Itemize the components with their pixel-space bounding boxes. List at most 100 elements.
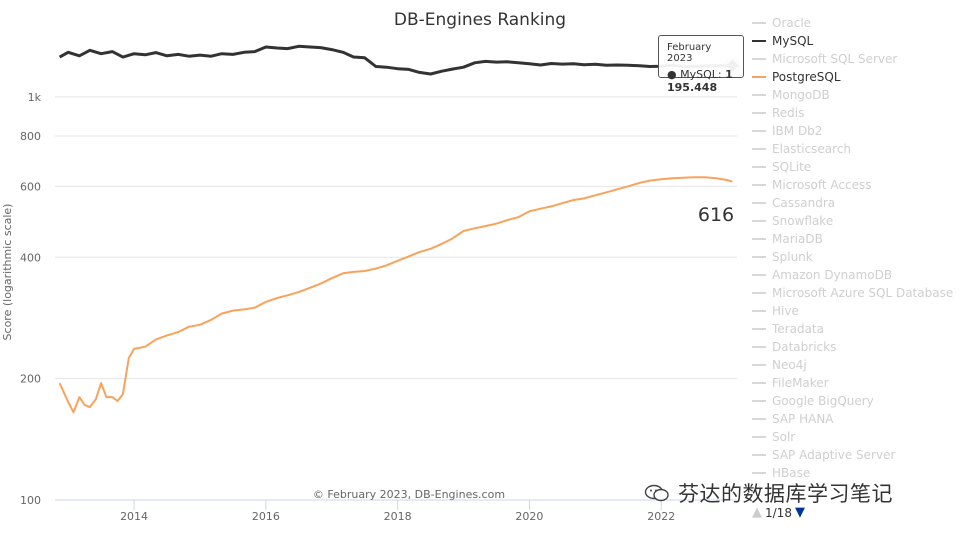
legend-swatch: [752, 310, 766, 312]
legend-item[interactable]: Oracle: [752, 14, 962, 32]
watermark: 芬达的数据库学习笔记: [644, 478, 893, 508]
legend-item[interactable]: Microsoft SQL Server: [752, 50, 962, 68]
wechat-icon: [644, 484, 669, 502]
legend-item[interactable]: Google BigQuery: [752, 392, 962, 410]
x-tick-label: 2018: [384, 510, 412, 523]
tooltip-date: February 2023: [667, 42, 712, 64]
legend-label: SAP HANA: [772, 412, 834, 426]
legend-pager: ▲ 1/18 ▼: [752, 505, 805, 520]
legend-label: Solr: [772, 430, 796, 444]
legend-item[interactable]: MariaDB: [752, 230, 962, 248]
legend-item[interactable]: PostgreSQL: [752, 68, 962, 86]
tooltip: February 2023 ● MySQL: 1 195.448: [658, 35, 744, 94]
axes: 100 200 400 600 800 1k 2014 2016 2018 2020 2022: [20, 91, 675, 523]
legend-swatch: [752, 400, 766, 402]
legend-item[interactable]: Teradata: [752, 320, 962, 338]
x-tick-label: 2016: [252, 510, 280, 523]
legend-swatch: [752, 274, 766, 276]
series-line-postgresql: [58, 176, 733, 414]
legend-label: Microsoft SQL Server: [772, 52, 898, 66]
legend-label: HBase: [772, 466, 811, 480]
chart-credits[interactable]: © February 2023, DB-Engines.com: [313, 488, 505, 501]
legend-swatch: [752, 382, 766, 384]
legend-swatch: [752, 454, 766, 456]
legend-swatch: [752, 166, 766, 168]
legend-item[interactable]: Amazon DynamoDB: [752, 266, 962, 284]
legend-item[interactable]: Solr: [752, 428, 962, 446]
page-down-arrow-icon[interactable]: ▼: [794, 505, 805, 520]
legend-label: Oracle: [772, 16, 812, 30]
legend-label: PostgreSQL: [772, 70, 841, 84]
legend-swatch: [752, 22, 766, 24]
legend-item[interactable]: Microsoft Access: [752, 176, 962, 194]
legend-swatch: [752, 130, 766, 132]
legend-swatch: [752, 418, 766, 420]
legend-swatch: [752, 328, 766, 330]
watermark-text: 芬达的数据库学习笔记: [678, 482, 893, 506]
legend-swatch: [752, 184, 766, 186]
legend-swatch: [752, 256, 766, 258]
legend-swatch: [752, 58, 766, 60]
legend-label: FileMaker: [772, 376, 829, 390]
legend-swatch: [752, 472, 766, 474]
legend-swatch: [752, 238, 766, 240]
legend-label: Snowflake: [772, 214, 834, 228]
legend-label: Microsoft Azure SQL Database: [772, 286, 954, 300]
y-tick-label: 600: [20, 180, 41, 193]
legend-item[interactable]: Cassandra: [752, 194, 962, 212]
legend: Oracle MySQL Microsoft SQL Server PostgreSQ…: [752, 14, 962, 482]
legend-item[interactable]: SAP Adaptive Server: [752, 446, 962, 464]
y-tick-label: 100: [20, 494, 41, 507]
legend-label: MariaDB: [772, 232, 823, 246]
legend-label: IBM Db2: [772, 124, 823, 138]
legend-item[interactable]: Hive: [752, 302, 962, 320]
tooltip-bullet-icon: ●: [667, 68, 677, 81]
legend-item[interactable]: Elasticsearch: [752, 140, 962, 158]
y-axis-title: Score (logarithmic scale): [1, 204, 14, 341]
legend-item[interactable]: Databricks: [752, 338, 962, 356]
legend-label: Microsoft Access: [772, 178, 872, 192]
legend-item[interactable]: Redis: [752, 104, 962, 122]
legend-swatch: [752, 94, 766, 96]
legend-label: Splunk: [772, 250, 813, 264]
legend-label: SQLite: [772, 160, 812, 174]
legend-label: Teradata: [772, 322, 824, 336]
legend-swatch: [752, 40, 766, 42]
legend-item[interactable]: MongoDB: [752, 86, 962, 104]
legend-swatch: [752, 202, 766, 204]
legend-label: Hive: [772, 304, 799, 318]
legend-swatch: [752, 292, 766, 294]
x-tick-label: 2014: [120, 510, 148, 523]
legend-item[interactable]: FileMaker: [752, 374, 962, 392]
legend-item[interactable]: SQLite: [752, 158, 962, 176]
legend-label: Redis: [772, 106, 805, 120]
legend-label: Google BigQuery: [772, 394, 874, 408]
legend-swatch: [752, 112, 766, 114]
legend-item[interactable]: SAP HANA: [752, 410, 962, 428]
legend-item[interactable]: Snowflake: [752, 212, 962, 230]
y-tick-label: 400: [20, 251, 41, 264]
legend-item[interactable]: Neo4j: [752, 356, 962, 374]
grid-lines: [55, 96, 737, 501]
legend-swatch: [752, 346, 766, 348]
legend-item[interactable]: Microsoft Azure SQL Database: [752, 284, 962, 302]
series-layer: [58, 44, 742, 414]
legend-swatch: [752, 76, 766, 78]
legend-label: Cassandra: [772, 196, 836, 210]
legend-item[interactable]: IBM Db2: [752, 122, 962, 140]
legend-label: Amazon DynamoDB: [772, 268, 893, 282]
legend-page-indicator: 1/18: [765, 505, 792, 520]
legend-label: MySQL: [772, 34, 814, 48]
legend-swatch: [752, 364, 766, 366]
legend-item[interactable]: HBase: [752, 464, 962, 482]
legend-swatch: [752, 148, 766, 150]
end-value-label: 616: [698, 204, 734, 226]
page-up-arrow-icon[interactable]: ▲: [752, 505, 762, 520]
legend-label: Databricks: [772, 340, 837, 354]
y-tick-label: 200: [20, 373, 41, 386]
legend-label: Elasticsearch: [772, 142, 852, 156]
legend-swatch: [752, 220, 766, 222]
legend-item[interactable]: Splunk: [752, 248, 962, 266]
chart-title: DB-Engines Ranking: [394, 10, 566, 30]
legend-item[interactable]: MySQL: [752, 32, 962, 50]
